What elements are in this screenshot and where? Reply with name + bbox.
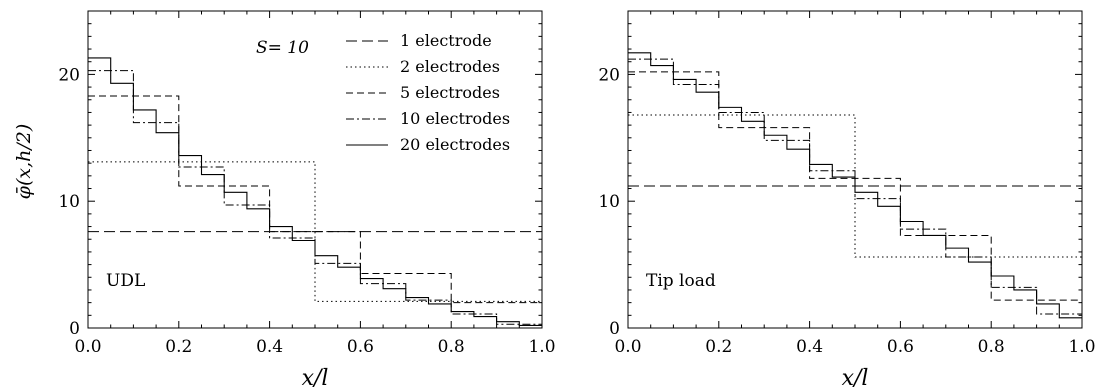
x-tick-label: 0.8 [978, 337, 1005, 357]
x-tick-label: 0.2 [165, 337, 192, 357]
x-tick-label: 0.6 [887, 337, 914, 357]
y-tick-label: 10 [598, 192, 620, 212]
x-tick-label: 1.0 [1068, 337, 1095, 357]
x-tick-label: 1.0 [528, 337, 555, 357]
x-tick-label: 0.0 [614, 337, 641, 357]
tip-load-plot-frame [627, 10, 1083, 329]
x-tick-label: 0.4 [256, 337, 283, 357]
legend: 1 electrode 2 electrodes 5 electrodes 10 el… [346, 31, 510, 154]
y-tick-label: 10 [58, 192, 80, 212]
x-tick-label: 0.4 [796, 337, 823, 357]
tip-load-x-axis-title: x/l [842, 366, 869, 391]
udl-plot-marks [88, 57, 542, 327]
y-tick-label: 20 [58, 65, 80, 85]
legend-entry: 2 electrodes [400, 57, 500, 76]
legend-entry: 10 electrodes [400, 109, 510, 128]
legend-entry: 20 electrodes [400, 135, 510, 154]
legend-entry: 5 electrodes [400, 83, 500, 102]
udl-tick-labels: 0.0 0.2 0.4 0.6 0.8 1.0 0 10 20 [58, 65, 555, 357]
legend-entry: 1 electrode [400, 31, 492, 50]
x-tick-label: 0.6 [347, 337, 374, 357]
x-tick-label: 0.2 [705, 337, 732, 357]
udl-label: UDL [106, 271, 145, 291]
panel-tip-load: 0.0 0.2 0.4 0.6 0.8 1.0 0 10 20 x/l Tip load [598, 10, 1096, 391]
series-20-electrodes [88, 57, 542, 327]
tip-load-label: Tip load [646, 271, 716, 291]
y-tick-label: 0 [69, 319, 80, 339]
udl-x-axis-title: x/l [302, 366, 329, 391]
series-20-electrodes [628, 52, 1082, 319]
y-tick-label: 20 [598, 65, 620, 85]
y-axis-title: φ̄(x,h/2) [13, 124, 35, 200]
tip-load-tick-labels: 0.0 0.2 0.4 0.6 0.8 1.0 0 10 20 [598, 65, 1095, 357]
tip-load-plot-marks [628, 52, 1082, 319]
udl-plot-frame [87, 10, 543, 329]
s-parameter-label: S= 10 [256, 38, 309, 58]
panel-udl: 0.0 0.2 0.4 0.6 0.8 1.0 0 10 20 x/l φ̄(x,h/2) UD… [13, 10, 556, 391]
x-tick-label: 0.8 [438, 337, 465, 357]
y-tick-label: 0 [609, 319, 620, 339]
x-tick-label: 0.0 [74, 337, 101, 357]
